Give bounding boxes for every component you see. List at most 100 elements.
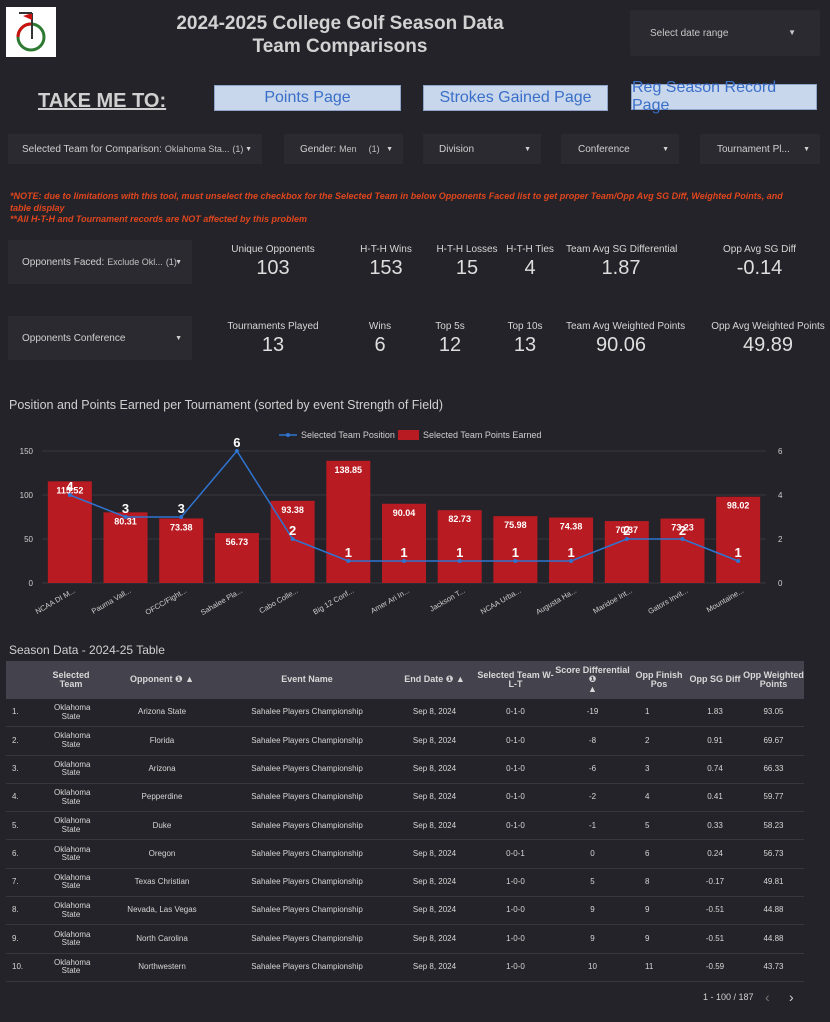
points-page-button[interactable]: Points Page xyxy=(214,85,401,111)
pagination-label: 1 - 100 / 187 xyxy=(703,992,754,1002)
opp-finish-pos-cell: 2 xyxy=(645,735,650,745)
position-data-label: 1 xyxy=(345,545,352,560)
row-index: 9. xyxy=(12,933,19,943)
bar-data-label: 115.52 xyxy=(56,485,83,495)
table-header: Selected Team Opponent ❶ ▲ Event Name En… xyxy=(6,661,804,699)
strokes-gained-page-button[interactable]: Strokes Gained Page xyxy=(423,85,608,111)
table-row[interactable]: 4. Oklahoma State Pepperdine Sahalee Player… xyxy=(6,784,804,813)
gender-filter[interactable]: Gender: Men (1) ▼ xyxy=(284,134,403,164)
y-right-tick-label: 6 xyxy=(778,447,783,456)
kpi-label: Top 5s xyxy=(435,321,465,332)
opp-sg-diff-cell: 0.33 xyxy=(707,820,723,830)
score-diff-cell: 9 xyxy=(590,905,595,915)
column-header-opp-weighted-points[interactable]: Opp Weighted Points xyxy=(743,669,804,689)
opp-sg-diff-cell: 0.74 xyxy=(707,763,723,773)
end-date-cell: Sep 8, 2024 xyxy=(412,933,457,943)
selected-team-cell: Oklahoma State xyxy=(54,901,91,919)
opp-finish-pos-cell: 4 xyxy=(645,792,650,802)
event-name-cell: Sahalee Players Championship xyxy=(251,707,363,717)
column-header-selected-team[interactable]: Selected Team xyxy=(52,669,90,689)
chart-title: Position and Points Earned per Tournamen… xyxy=(9,398,444,412)
position-point xyxy=(67,493,72,497)
event-name-cell: Sahalee Players Championship xyxy=(251,933,363,943)
opponent-cell: Arizona xyxy=(148,763,176,773)
table-body: 1. Oklahoma State Arizona State Sahalee Pla… xyxy=(6,699,804,982)
table-row[interactable]: 3. Oklahoma State Arizona Sahalee Players C… xyxy=(6,756,804,784)
opponent-cell: Texas Christian xyxy=(134,877,190,887)
position-data-label: 6 xyxy=(233,435,240,450)
selected-team-cell: Oklahoma State xyxy=(54,844,91,863)
kpi-value: 13 xyxy=(513,334,537,356)
opp-weighted-points-cell: 59.77 xyxy=(763,792,784,802)
bar-points-earned xyxy=(326,460,371,583)
limitation-note: *NOTE: due to limitations with this tool… xyxy=(10,191,790,226)
previous-page-icon[interactable]: ‹ xyxy=(765,989,770,1005)
bar-points-earned xyxy=(382,503,426,583)
row-index: 8. xyxy=(12,905,19,915)
position-point xyxy=(457,559,462,563)
position-data-label: 2 xyxy=(623,523,630,538)
opponents-conference-filter[interactable]: Opponents Conference ▼ xyxy=(8,316,192,360)
table-row-partial xyxy=(6,982,804,994)
position-data-label: 3 xyxy=(122,501,129,516)
caret-down-icon: ▼ xyxy=(524,145,531,153)
kpi-label: Opp Avg Weighted Points xyxy=(711,321,825,332)
opponents-faced-filter[interactable]: Opponents Faced: Exclude Okl... (1) ▼ xyxy=(8,240,192,284)
selected-team-cell: Oklahoma State xyxy=(54,929,91,948)
end-date-cell: Sep 8, 2024 xyxy=(412,763,457,773)
table-row[interactable]: 9. Oklahoma State North Carolina Sahalee Pl… xyxy=(6,925,804,954)
kpi-value: 4 xyxy=(524,257,536,279)
date-range-picker[interactable]: Select date range ▼ xyxy=(630,10,820,56)
opp-finish-pos-cell: 9 xyxy=(645,905,650,915)
reg-season-record-page-button[interactable]: Reg Season Record Page xyxy=(631,79,817,114)
column-header-selected-team-wlt[interactable]: Selected Team W-L-T xyxy=(477,669,554,689)
conference-filter[interactable]: Conference ▼ xyxy=(561,134,679,164)
bar-points-earned xyxy=(103,512,148,583)
column-header-opponent[interactable]: Opponent ❶ ▲ xyxy=(102,675,222,685)
score-diff-cell: -6 xyxy=(588,763,597,773)
column-header-opp-sg-diff[interactable]: Opp SG Diff xyxy=(689,674,741,685)
kpi-label: H-T-H Wins xyxy=(360,244,412,255)
opponent-cell: Arizona State xyxy=(137,707,187,717)
bar-data-label: 73.38 xyxy=(170,522,193,532)
opp-sg-diff-cell: 0.41 xyxy=(707,792,723,802)
x-category-label: Maridoe Int... xyxy=(591,586,633,616)
table-row[interactable]: 10. Oklahoma State Northwestern Sahalee Pla… xyxy=(6,954,804,982)
selected-team-cell: Oklahoma State xyxy=(54,703,91,721)
column-header-end-date[interactable]: End Date ❶ ▲ xyxy=(392,675,477,685)
kpi-team-avg-sg-diff: Team Avg SG Differential 1.87 xyxy=(566,244,677,280)
opp-sg-diff-cell: 0.24 xyxy=(707,848,723,858)
selected-team-filter-value: Oklahoma Sta... xyxy=(164,144,230,154)
bar-data-label: 93.38 xyxy=(281,505,304,515)
selected-team-filter[interactable]: Selected Team for Comparison: Oklahoma S… xyxy=(8,134,262,164)
table-row[interactable]: 5. Oklahoma State Duke Sahalee Players Cham… xyxy=(6,812,804,841)
table-row[interactable]: 7. Oklahoma State Texas Christian Sahalee P… xyxy=(6,869,804,898)
tournament-filter[interactable]: Tournament Pl... ▼ xyxy=(700,134,820,164)
table-row[interactable]: 1. Oklahoma State Arizona State Sahalee Pla… xyxy=(6,699,804,728)
column-header-event-name[interactable]: Event Name xyxy=(281,674,333,685)
column-header-score-differential[interactable]: Score Differential ❶ ▲ xyxy=(554,665,631,695)
next-page-icon[interactable]: › xyxy=(789,989,794,1005)
division-filter[interactable]: Division ▼ xyxy=(423,134,541,164)
end-date-cell: Sep 8, 2024 xyxy=(412,792,457,802)
table-row[interactable]: 8. Oklahoma State Nevada, Las Vegas Sahalee… xyxy=(6,897,804,926)
table-row[interactable]: 6. Oklahoma State Oregon Sahalee Players Ch… xyxy=(6,840,804,869)
sort-ascending-icon: ▲ xyxy=(455,674,465,685)
column-header-opp-finish-pos[interactable]: Opp Finish Pos xyxy=(635,669,683,689)
y-left-tick-label: 100 xyxy=(20,491,34,500)
opp-weighted-points-cell: 69.67 xyxy=(763,735,784,745)
x-category-label: NCAA DI M... xyxy=(34,586,77,616)
row-index: 1. xyxy=(12,707,19,717)
kpi-tournaments-played: Tournaments Played 13 xyxy=(223,321,323,357)
column-header-label: End Date xyxy=(404,674,444,685)
wlt-cell: 0-1-0 xyxy=(506,707,525,717)
title-line-2: Team Comparisons xyxy=(252,36,428,57)
bar-data-label: 80.31 xyxy=(114,516,137,526)
row-index: 4. xyxy=(12,792,19,802)
y-left-tick-label: 0 xyxy=(29,579,34,588)
wlt-cell: 0-0-1 xyxy=(506,848,525,858)
table-row[interactable]: 2. Oklahoma State Florida Sahalee Players C… xyxy=(6,727,804,756)
opp-weighted-points-cell: 43.73 xyxy=(763,962,784,972)
kpi-wins: Wins 6 xyxy=(356,321,404,357)
bar-data-label: 75.98 xyxy=(504,520,527,530)
